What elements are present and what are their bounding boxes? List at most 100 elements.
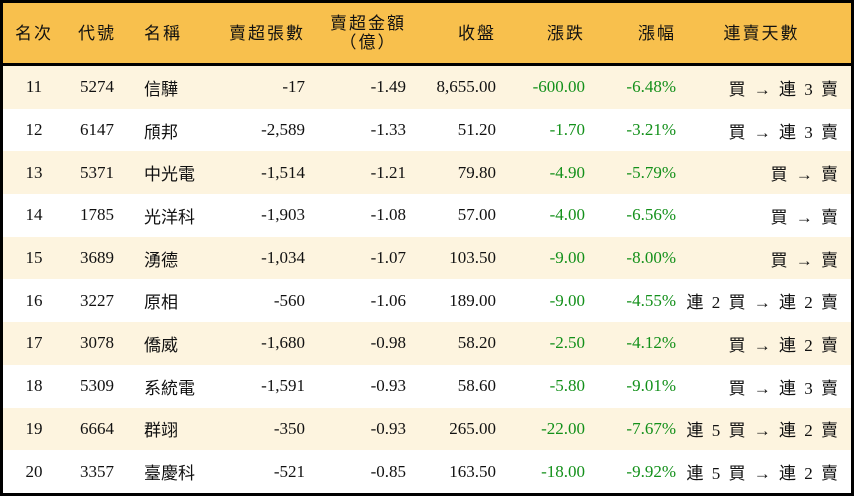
cell-change-pct: -6.56% <box>626 205 676 225</box>
cell-change: -1.70 <box>549 120 585 140</box>
cell-close: 51.20 <box>457 120 496 140</box>
cell-net-sell-lots: -521 <box>273 461 305 481</box>
cell-code: 3078 <box>80 333 114 353</box>
cell-net-sell-lots: -1,514 <box>261 162 305 182</box>
cell-name: 信驊 <box>144 79 178 99</box>
cell-name: 臺慶科 <box>144 464 195 484</box>
cell-change: -600.00 <box>532 77 585 97</box>
cell-net-sell-amount: -1.33 <box>370 120 406 140</box>
cell-change-pct: -9.92% <box>626 461 676 481</box>
cell-code: 3227 <box>80 290 114 310</box>
table-body: 11 5274 信驊 -17 -1.49 8,655.00 -600.00 -6.48% 買 →… <box>3 66 851 493</box>
cell-net-sell-amount: -1.49 <box>370 77 406 97</box>
cell-close: 79.80 <box>457 162 496 182</box>
cell-change-pct: -7.67% <box>626 418 676 438</box>
table-row[interactable]: 18 5309 系統電 -1,591 -0.93 58.60 -5.80 -9.01% 買 → … <box>3 365 851 408</box>
cell-change-pct: -4.12% <box>626 333 676 353</box>
cell-change-pct: -3.21% <box>626 120 676 140</box>
cell-change: -4.90 <box>549 162 585 182</box>
cell-change: -5.80 <box>549 376 585 396</box>
cell-code: 5371 <box>80 162 114 182</box>
cell-name: 光洋科 <box>144 207 195 227</box>
cell-change: -4.00 <box>549 205 585 225</box>
cell-net-sell-amount: -0.93 <box>370 376 406 396</box>
cell-consecutive-days: 連 5 買 → 連 2 賣 <box>686 464 840 484</box>
cell-rank: 19 <box>25 418 43 438</box>
cell-change: -9.00 <box>549 290 585 310</box>
cell-close: 103.50 <box>449 248 496 268</box>
cell-net-sell-lots: -1,903 <box>261 205 305 225</box>
cell-code: 6147 <box>80 120 114 140</box>
cell-consecutive-days: 連 5 買 → 連 2 賣 <box>686 421 840 441</box>
cell-change: -9.00 <box>549 248 585 268</box>
cell-net-sell-amount: -1.08 <box>370 205 406 225</box>
header-consecutive-sell-days: 連賣天數 <box>723 23 800 43</box>
header-net-sell-amount: 賣超金額 （億） <box>313 3 406 63</box>
cell-rank: 20 <box>25 461 43 481</box>
cell-rank: 15 <box>25 248 43 268</box>
cell-rank: 12 <box>25 120 43 140</box>
cell-change-pct: -9.01% <box>626 376 676 396</box>
header-close: 收盤 <box>458 23 496 43</box>
cell-consecutive-days: 買 → 連 2 賣 <box>728 335 840 355</box>
table-row[interactable]: 16 3227 原相 -560 -1.06 189.00 -9.00 -4.55% 連 2 買 … <box>3 279 851 322</box>
cell-net-sell-lots: -560 <box>273 290 305 310</box>
cell-code: 5274 <box>80 77 114 97</box>
cell-net-sell-lots: -17 <box>282 77 305 97</box>
cell-change-pct: -4.55% <box>626 290 676 310</box>
cell-consecutive-days: 買 → 連 3 賣 <box>728 122 840 142</box>
cell-net-sell-lots: -1,591 <box>261 376 305 396</box>
header-rank: 名次 <box>15 23 53 43</box>
cell-change: -18.00 <box>541 461 585 481</box>
cell-close: 58.60 <box>457 376 496 396</box>
cell-close: 265.00 <box>449 418 496 438</box>
cell-code: 3689 <box>80 248 114 268</box>
cell-consecutive-days: 買 → 連 3 賣 <box>728 79 840 99</box>
cell-rank: 18 <box>25 376 43 396</box>
cell-name: 群翊 <box>144 421 178 441</box>
cell-code: 3357 <box>80 461 114 481</box>
table-row[interactable]: 13 5371 中光電 -1,514 -1.21 79.80 -4.90 -5.79% 買 → … <box>3 151 851 195</box>
table-row[interactable]: 17 3078 僑威 -1,680 -0.98 58.20 -2.50 -4.12% 買 → 連… <box>3 322 851 365</box>
cell-change: -2.50 <box>549 333 585 353</box>
table-header: 名次 代號 名稱 賣超張數 賣超金額 （億） 收盤 漲跌 漲幅 連賣天數 <box>3 3 851 66</box>
cell-change-pct: -5.79% <box>626 162 676 182</box>
cell-net-sell-amount: -1.07 <box>370 248 406 268</box>
cell-code: 6664 <box>80 418 114 438</box>
cell-change-pct: -8.00% <box>626 248 676 268</box>
cell-name: 湧德 <box>144 250 178 270</box>
header-name: 名稱 <box>144 23 182 43</box>
cell-net-sell-amount: -0.98 <box>370 333 406 353</box>
cell-rank: 17 <box>25 333 43 353</box>
header-change-pct: 漲幅 <box>638 23 676 43</box>
cell-net-sell-lots: -2,589 <box>261 120 305 140</box>
cell-rank: 14 <box>25 205 43 225</box>
table-row[interactable]: 15 3689 湧德 -1,034 -1.07 103.50 -9.00 -8.00% 買 → … <box>3 236 851 280</box>
cell-close: 57.00 <box>457 205 496 225</box>
table-row[interactable]: 11 5274 信驊 -17 -1.49 8,655.00 -600.00 -6.48% 買 →… <box>3 66 851 109</box>
cell-name: 系統電 <box>144 378 195 398</box>
table-row[interactable]: 12 6147 頎邦 -2,589 -1.33 51.20 -1.70 -3.21% 買 → 連… <box>3 109 851 152</box>
header-change: 漲跌 <box>547 23 585 43</box>
header-net-sell-lots: 賣超張數 <box>229 23 305 43</box>
cell-net-sell-amount: -0.93 <box>370 418 406 438</box>
cell-close: 163.50 <box>449 461 496 481</box>
cell-rank: 11 <box>25 77 43 97</box>
header-net-sell-amount-unit: （億） <box>339 33 397 52</box>
header-code: 代號 <box>78 23 116 43</box>
cell-close: 189.00 <box>449 290 496 310</box>
cell-name: 中光電 <box>144 165 195 185</box>
table-row[interactable]: 19 6664 群翊 -350 -0.93 265.00 -22.00 -7.67% 連 5 買… <box>3 407 851 451</box>
cell-code: 1785 <box>80 205 114 225</box>
cell-consecutive-days: 買 → 賣 <box>770 250 840 270</box>
cell-change: -22.00 <box>541 418 585 438</box>
cell-code: 5309 <box>80 376 114 396</box>
cell-net-sell-amount: -1.21 <box>370 162 406 182</box>
table-row[interactable]: 14 1785 光洋科 -1,903 -1.08 57.00 -4.00 -6.56% 買 → … <box>3 194 851 237</box>
cell-consecutive-days: 買 → 賣 <box>770 207 840 227</box>
cell-net-sell-lots: -350 <box>273 418 305 438</box>
cell-change-pct: -6.48% <box>626 77 676 97</box>
table-row[interactable]: 20 3357 臺慶科 -521 -0.85 163.50 -18.00 -9.92% 連 5 … <box>3 450 851 493</box>
cell-close: 58.20 <box>457 333 496 353</box>
